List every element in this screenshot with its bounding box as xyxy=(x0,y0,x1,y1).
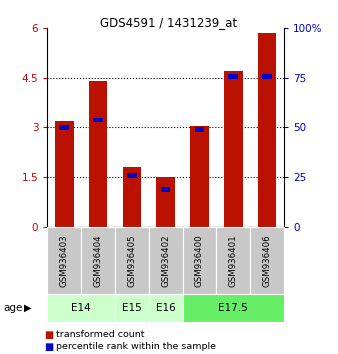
Bar xyxy=(183,294,284,322)
Bar xyxy=(183,227,216,294)
Bar xyxy=(47,227,81,294)
Bar xyxy=(81,227,115,294)
Bar xyxy=(250,227,284,294)
Bar xyxy=(123,167,141,227)
Text: GSM936405: GSM936405 xyxy=(127,234,136,286)
Text: E16: E16 xyxy=(156,303,175,313)
Bar xyxy=(216,227,250,294)
Bar xyxy=(93,118,103,122)
Bar xyxy=(55,121,74,227)
Bar xyxy=(156,177,175,227)
Text: transformed count: transformed count xyxy=(56,330,144,339)
Bar xyxy=(262,74,272,79)
Bar xyxy=(89,81,107,227)
Bar xyxy=(190,126,209,227)
Bar xyxy=(47,294,115,322)
Text: E17.5: E17.5 xyxy=(218,303,248,313)
Text: GSM936402: GSM936402 xyxy=(161,234,170,286)
Text: GSM936401: GSM936401 xyxy=(229,234,238,286)
Bar xyxy=(115,227,149,294)
Bar xyxy=(228,74,238,79)
Bar xyxy=(149,227,183,294)
Text: GSM936400: GSM936400 xyxy=(195,234,204,286)
Text: GDS4591 / 1431239_at: GDS4591 / 1431239_at xyxy=(100,16,238,29)
Text: GSM936406: GSM936406 xyxy=(263,234,271,286)
Bar xyxy=(149,294,183,322)
Bar xyxy=(115,294,149,322)
Text: GSM936404: GSM936404 xyxy=(94,234,102,286)
Text: ■: ■ xyxy=(44,342,53,352)
Bar xyxy=(127,173,137,178)
Text: age: age xyxy=(3,303,23,313)
Bar xyxy=(258,33,276,227)
Bar xyxy=(59,125,69,130)
Text: E14: E14 xyxy=(71,303,91,313)
Text: ■: ■ xyxy=(44,330,53,339)
Text: E15: E15 xyxy=(122,303,142,313)
Bar xyxy=(161,187,170,192)
Text: percentile rank within the sample: percentile rank within the sample xyxy=(56,342,216,352)
Bar xyxy=(195,127,204,132)
Text: ▶: ▶ xyxy=(24,303,32,313)
Bar xyxy=(224,71,243,227)
Text: GSM936403: GSM936403 xyxy=(60,234,69,286)
